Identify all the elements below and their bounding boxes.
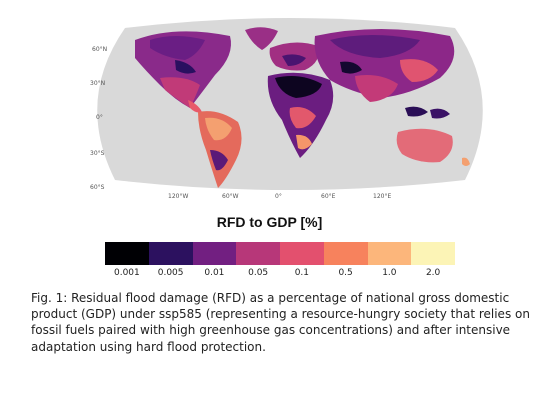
legend-tick-label: 0.5 — [338, 268, 353, 278]
legend-swatch-6 — [367, 242, 412, 265]
figure-caption: Fig. 1: Residual flood damage (RFD) as a… — [31, 291, 530, 354]
lat-label-30n: 30°N — [90, 80, 105, 87]
legend-tick-label: 0.005 — [157, 268, 184, 278]
legend-color-bar — [105, 242, 455, 265]
legend-swatch-0 — [105, 242, 149, 265]
legend-title: RFD to GDP [%] — [216, 214, 323, 230]
africa-region — [267, 72, 334, 158]
greenland-region — [245, 27, 278, 50]
legend-tick-label: 0.01 — [204, 268, 225, 278]
world-map-figure: 60°N 30°N 0° 30°S 60°S 120°W 60°W 0° 60°… — [90, 18, 483, 200]
legend-swatch-5 — [323, 242, 368, 265]
legend-swatch-7 — [411, 242, 455, 265]
lon-label-60e: 60°E — [321, 193, 336, 200]
legend-swatch-3 — [236, 242, 280, 265]
legend-swatch-4 — [280, 242, 324, 265]
europe-region — [269, 42, 319, 71]
legend-tick-label: 0.05 — [248, 268, 269, 278]
legend-tick-label: 0.1 — [294, 268, 310, 278]
new-zealand-region — [462, 157, 470, 166]
legend-tick-label: 1.0 — [382, 268, 397, 278]
lat-label-30s: 30°S — [90, 150, 105, 157]
southeast-asia-region — [405, 106, 450, 119]
lon-label-120w: 120°W — [168, 193, 188, 200]
south-america-region — [198, 111, 242, 188]
legend-tick-label: 2.0 — [425, 268, 441, 278]
australia-region — [396, 128, 453, 163]
north-america-region — [135, 31, 231, 113]
lon-label-120e: 120°E — [373, 193, 391, 200]
legend-swatch-1 — [148, 242, 193, 265]
lat-label-60n: 60°N — [92, 46, 107, 53]
legend-tick-label: 0.001 — [113, 268, 140, 278]
lat-label-0: 0° — [96, 114, 103, 121]
lon-label-60w: 60°W — [222, 193, 239, 200]
legend-swatch-2 — [192, 242, 237, 265]
lat-label-60s: 60°S — [90, 184, 105, 191]
asia-region — [314, 29, 455, 102]
lon-label-0: 0° — [275, 193, 282, 200]
